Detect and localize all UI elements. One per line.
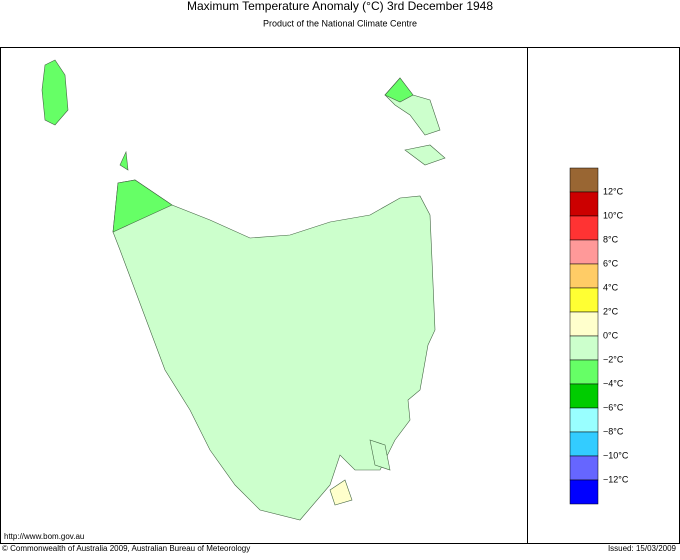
legend-swatch (569, 215, 599, 241)
legend-swatch (569, 455, 599, 481)
legend-label: 10°C (603, 210, 624, 220)
tasmania (112, 179, 436, 521)
flinders-north (384, 77, 414, 103)
legend-label: −12°C (603, 474, 629, 484)
legend-swatch (569, 431, 599, 457)
legend-swatch (569, 239, 599, 265)
legend-frame (527, 47, 680, 544)
legend-swatch (569, 311, 599, 337)
legend-swatch (569, 407, 599, 433)
legend-label: 6°C (603, 258, 619, 268)
bruny-island (369, 439, 391, 471)
issued: Issued: 15/03/2009 (608, 544, 677, 553)
legend-label: −10°C (603, 450, 629, 460)
copyright: © Commonwealth of Australia 2009, Austra… (2, 544, 250, 553)
cape-barren-island (404, 144, 446, 166)
warm-patch (329, 479, 353, 506)
legend-swatch (569, 191, 599, 217)
legend-swatch (569, 479, 599, 505)
legend-swatch (569, 359, 599, 385)
legend: 12°C 10°C 8°C 6°C 4°C 2°C 0°C −2°C −4°C −6°C −8°C −… (569, 167, 629, 505)
robbins-island (119, 150, 129, 171)
legend-swatch (569, 167, 599, 193)
legend-label: 0°C (603, 330, 619, 340)
url: http://www.bom.gov.au (4, 532, 84, 541)
legend-swatch (569, 263, 599, 289)
legend-label: 4°C (603, 282, 619, 292)
legend-swatch (569, 335, 599, 361)
legend-label: 2°C (603, 306, 619, 316)
legend-swatch (569, 287, 599, 313)
king-island (41, 59, 69, 126)
legend-label: −2°C (603, 354, 624, 364)
legend-label: −8°C (603, 426, 624, 436)
legend-label: 8°C (603, 234, 619, 244)
map (41, 59, 446, 521)
title: Maximum Temperature Anomaly (°C) 3rd Dec… (187, 0, 493, 13)
legend-swatch (569, 383, 599, 409)
subtitle: Product of the National Climate Centre (263, 18, 417, 28)
northwest-region (112, 179, 173, 233)
legend-label: −6°C (603, 402, 624, 412)
legend-label: 12°C (603, 186, 624, 196)
legend-label: −4°C (603, 378, 624, 388)
